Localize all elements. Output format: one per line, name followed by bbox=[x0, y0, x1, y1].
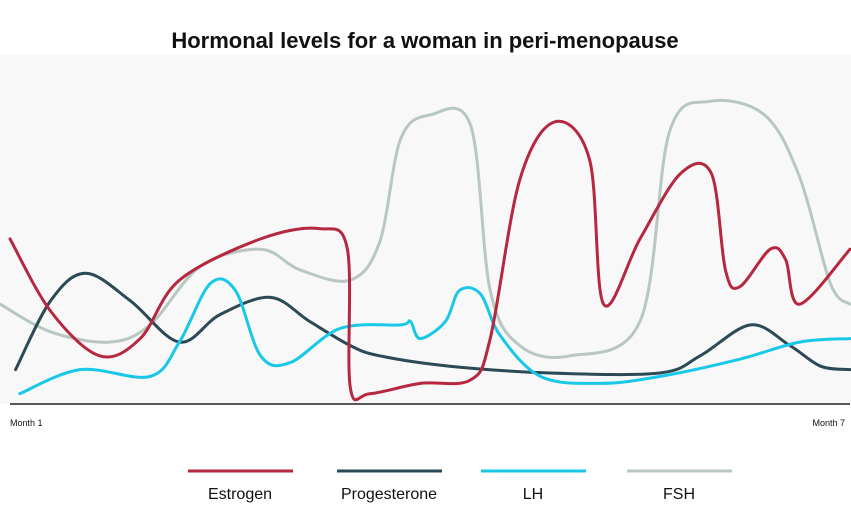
series-line-progesterone bbox=[14, 271, 851, 377]
legend-label-lh: LH bbox=[523, 486, 543, 503]
legend-label-fsh: FSH bbox=[663, 486, 695, 503]
x-tick-month-1: Month 1 bbox=[10, 418, 43, 428]
legend-label-progesterone: Progesterone bbox=[341, 486, 437, 503]
chart-title: Hormonal levels for a woman in peri-meno… bbox=[171, 28, 678, 53]
legend-label-estrogen: Estrogen bbox=[208, 486, 272, 503]
legend: Estrogen Progesterone LH FSH bbox=[188, 469, 732, 503]
series-line-lh bbox=[18, 277, 851, 396]
plot-background bbox=[0, 55, 851, 404]
x-tick-month-7: Month 7 bbox=[812, 418, 845, 428]
series-line-estrogen bbox=[8, 119, 851, 402]
